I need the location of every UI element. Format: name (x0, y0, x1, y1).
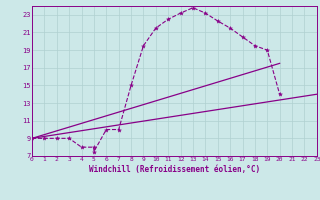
X-axis label: Windchill (Refroidissement éolien,°C): Windchill (Refroidissement éolien,°C) (89, 165, 260, 174)
